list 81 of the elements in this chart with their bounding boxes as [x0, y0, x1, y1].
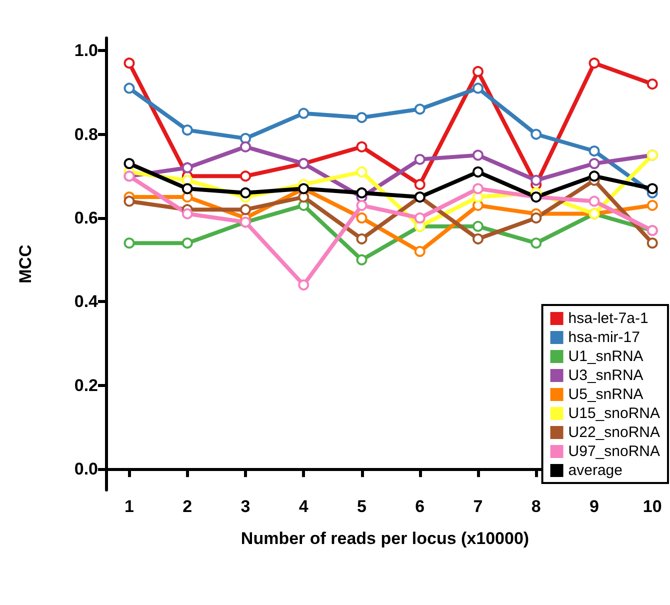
point	[588, 158, 600, 170]
y-tick-label: 1.0	[74, 41, 98, 60]
point	[646, 78, 658, 90]
y-tick-label: 0.8	[74, 124, 98, 144]
point	[472, 183, 484, 194]
point	[356, 212, 368, 224]
legend-label: U1_snRNA	[568, 348, 644, 365]
x-tick-label: 7	[473, 497, 483, 516]
point	[472, 192, 484, 203]
x-tick-label: 1	[124, 497, 134, 516]
point	[182, 124, 193, 136]
point	[240, 187, 251, 198]
point	[472, 150, 484, 161]
point	[414, 154, 426, 165]
point	[588, 196, 600, 207]
point	[530, 174, 542, 186]
point	[472, 220, 484, 232]
legend-label: U3_snRNA	[568, 367, 644, 384]
point	[356, 233, 368, 244]
y-axis-title: MCC	[16, 244, 35, 284]
x-axis-title: Number of reads per locus (x10000)	[240, 529, 530, 548]
point	[356, 141, 368, 152]
y-tick-label: 0.6	[74, 208, 98, 228]
legend-label: average	[568, 462, 623, 479]
point	[124, 196, 135, 207]
point	[124, 238, 135, 249]
legend-label: hsa-let-7a-1	[568, 310, 648, 327]
x-tick-label: 6	[415, 497, 425, 516]
point	[298, 279, 310, 290]
x-tick-label: 3	[240, 497, 250, 516]
point	[414, 104, 426, 115]
point	[356, 166, 368, 178]
point	[472, 200, 484, 211]
point	[414, 212, 426, 224]
point	[356, 187, 368, 198]
point	[240, 170, 251, 182]
point	[240, 204, 251, 216]
point	[356, 254, 368, 266]
x-tick-label: 2	[182, 497, 192, 516]
legend-label: U97_snoRNA	[568, 443, 660, 460]
point	[530, 128, 542, 140]
point	[240, 132, 251, 144]
point	[472, 233, 484, 244]
point	[530, 238, 542, 249]
point	[182, 183, 193, 194]
y-tick-label: 0.0	[74, 460, 98, 479]
x-tick-label: 10	[642, 497, 662, 516]
legend-label: U22_snoRNA	[568, 424, 660, 441]
y-tick-label: 0.2	[74, 376, 98, 395]
point	[298, 108, 310, 119]
point	[588, 170, 600, 182]
point	[356, 112, 368, 124]
point	[356, 200, 368, 211]
point	[182, 208, 193, 220]
point	[240, 141, 251, 152]
point	[588, 58, 600, 69]
point	[646, 238, 658, 249]
point	[646, 183, 658, 194]
point	[298, 192, 310, 203]
legend-label: U15_snoRNA	[568, 405, 660, 422]
point	[472, 166, 484, 178]
x-tick-label: 4	[298, 497, 309, 516]
point	[472, 66, 484, 77]
point	[182, 192, 193, 203]
x-tick-label: 5	[357, 497, 366, 516]
point	[182, 238, 193, 249]
y-tick-label: 0.4	[74, 292, 99, 312]
legend-label: hsa-mir-17	[568, 329, 640, 346]
point	[124, 82, 135, 94]
x-tick-label: 9	[590, 497, 599, 516]
point	[124, 158, 135, 170]
point	[530, 212, 542, 224]
point	[414, 178, 426, 190]
legend-label: U5_snRNA	[568, 386, 644, 403]
point	[646, 200, 658, 211]
point	[124, 58, 135, 69]
point	[414, 246, 426, 257]
x-tick-label: 8	[531, 497, 541, 516]
point	[588, 146, 600, 156]
point	[182, 162, 193, 174]
point	[472, 82, 484, 94]
